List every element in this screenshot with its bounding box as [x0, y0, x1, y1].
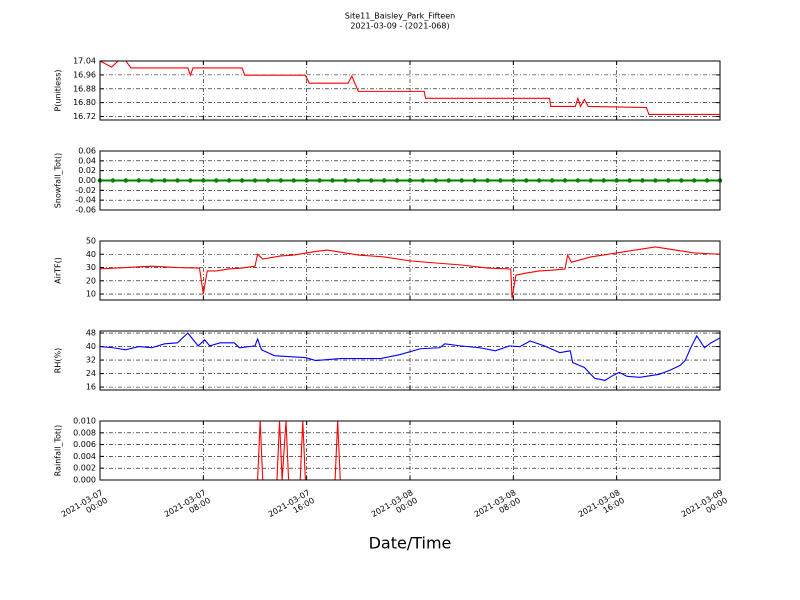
data-point [291, 178, 296, 183]
data-point [381, 178, 387, 183]
y-tick-label: 30 [86, 263, 96, 272]
y-tick-label: 16.96 [73, 70, 96, 79]
data-point [162, 178, 167, 183]
data-point [498, 178, 503, 183]
data-point [214, 178, 219, 183]
data-point [343, 178, 348, 183]
data-point [420, 178, 426, 183]
data-point [614, 178, 619, 183]
y-tick-label: 16.72 [73, 112, 96, 121]
data-point [110, 178, 116, 183]
data-point [524, 178, 529, 183]
y-axis-label: AirTF() [54, 257, 63, 284]
data-point [407, 178, 413, 183]
data-point [252, 178, 258, 183]
data-point [627, 178, 632, 183]
y-tick-label: 0.010 [73, 417, 96, 426]
y-tick-label: 0.06 [78, 147, 96, 156]
data-point [485, 178, 490, 183]
data-point [562, 178, 568, 183]
y-tick-label: 0.00 [78, 176, 96, 185]
y-tick-label: 16.80 [73, 98, 96, 107]
y-axis-label: Snowfall_Tot() [54, 153, 63, 209]
data-point [601, 178, 606, 183]
data-point [446, 178, 451, 183]
data-point [394, 178, 400, 183]
y-tick-label: 17.04 [73, 57, 96, 66]
data-point [317, 178, 322, 183]
y-tick-label: 0.004 [73, 452, 96, 461]
y-tick-label: 24 [86, 369, 96, 378]
chart-subtitle: 2021-03-09 - (2021-068) [350, 22, 449, 31]
data-point [226, 178, 232, 183]
data-point [175, 178, 180, 183]
y-tick-label: -0.02 [75, 186, 96, 195]
data-point [304, 178, 309, 183]
y-tick-label: 20 [86, 276, 96, 285]
data-line [99, 60, 720, 115]
data-line [99, 246, 721, 299]
plot-frame [99, 240, 721, 301]
data-point [640, 178, 645, 183]
data-point [239, 178, 245, 183]
y-tick-label: 40 [86, 342, 96, 351]
y-tick-label: 16 [86, 383, 96, 392]
y-tick-label: 0.04 [78, 156, 96, 165]
chart-title: Site11_Baisley_Park_Fifteen [345, 12, 455, 21]
plot-frame [99, 150, 721, 211]
data-point [511, 178, 516, 183]
data-point [149, 178, 154, 183]
data-point [136, 178, 141, 183]
y-tick-label: 10 [86, 290, 96, 299]
data-point [265, 178, 271, 183]
data-point [653, 178, 658, 183]
plot-frame [99, 420, 721, 481]
y-tick-label: -0.06 [75, 206, 96, 215]
data-point [369, 178, 374, 183]
data-point [704, 178, 710, 183]
x-axis-label: Date/Time [369, 534, 452, 553]
data-point [536, 178, 542, 183]
y-tick-label: 0.000 [73, 476, 96, 485]
y-axis-label: P(unitless) [54, 69, 63, 111]
data-point [201, 178, 206, 183]
y-tick-label: 0.002 [73, 464, 96, 473]
data-line [99, 332, 721, 381]
data-point [549, 178, 555, 183]
y-axis-label: RH(%) [54, 348, 63, 373]
data-point [356, 178, 361, 183]
data-point [330, 178, 335, 183]
data-point [472, 178, 477, 183]
data-point [433, 178, 439, 183]
y-tick-label: 0.02 [78, 166, 96, 175]
data-point [679, 178, 684, 183]
data-point [123, 178, 129, 183]
plot-frame [99, 330, 721, 391]
y-axis-label: Rainfall_Tot() [54, 425, 63, 477]
y-tick-label: 0.008 [73, 428, 96, 437]
y-tick-label: 40 [86, 250, 96, 259]
y-tick-label: 0.006 [73, 440, 96, 449]
data-line [100, 420, 720, 481]
data-point [691, 178, 697, 183]
data-point [459, 178, 464, 183]
y-tick-label: 32 [86, 356, 96, 365]
y-tick-label: -0.04 [75, 196, 96, 205]
data-point [188, 178, 193, 183]
y-tick-label: 50 [86, 237, 96, 246]
y-tick-label: 16.88 [73, 84, 96, 93]
data-point [666, 178, 671, 183]
y-tick-label: 48 [86, 329, 96, 338]
data-point [575, 178, 581, 183]
data-point [278, 178, 284, 183]
data-point [588, 178, 594, 183]
plot-frame [99, 60, 721, 121]
